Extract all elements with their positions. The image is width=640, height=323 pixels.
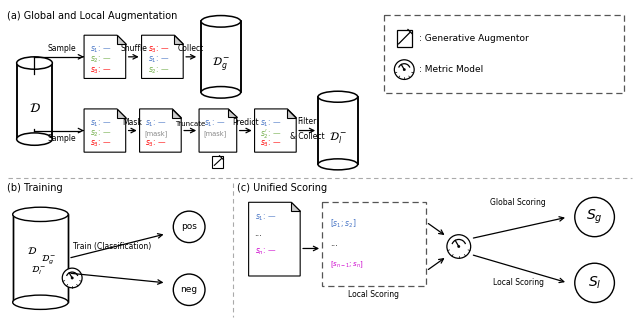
Text: Mask: Mask [123, 118, 143, 127]
Text: Collect: Collect [178, 44, 204, 53]
Text: : Generative Augmentor: : Generative Augmentor [419, 34, 529, 43]
Polygon shape [140, 109, 181, 152]
Text: $s_2$: —: $s_2$: — [90, 129, 112, 139]
Circle shape [447, 235, 470, 258]
Polygon shape [199, 109, 237, 152]
Polygon shape [117, 35, 125, 44]
Polygon shape [248, 202, 300, 276]
Text: $\mathcal{D}_l^-$: $\mathcal{D}_l^-$ [329, 130, 347, 145]
Text: Global Scoring: Global Scoring [490, 198, 546, 207]
Polygon shape [84, 35, 125, 78]
Polygon shape [141, 35, 183, 78]
Text: Truncate: Truncate [175, 120, 205, 127]
Text: Shuffle: Shuffle [120, 44, 147, 53]
Text: $s_3$: —: $s_3$: — [145, 139, 166, 149]
Polygon shape [287, 109, 296, 118]
Polygon shape [255, 109, 296, 152]
Text: $\mathcal{D}_g^-$: $\mathcal{D}_g^-$ [41, 254, 56, 267]
Ellipse shape [13, 295, 68, 309]
Text: $\mathcal{D}$: $\mathcal{D}$ [28, 245, 38, 256]
Ellipse shape [13, 207, 68, 222]
Circle shape [173, 211, 205, 243]
Polygon shape [228, 109, 237, 117]
Polygon shape [318, 97, 358, 164]
Text: pos: pos [181, 222, 197, 231]
Text: $s_2$: —: $s_2$: — [148, 65, 170, 76]
Text: Filter: Filter [298, 117, 317, 126]
Text: Predict: Predict [232, 118, 259, 127]
Text: Sample: Sample [48, 44, 77, 53]
Text: (a) Global and Local Augmentation: (a) Global and Local Augmentation [7, 11, 177, 21]
Text: neg: neg [180, 285, 198, 294]
Text: Sample: Sample [48, 134, 77, 143]
Polygon shape [117, 109, 125, 118]
Circle shape [458, 245, 460, 248]
Polygon shape [201, 21, 241, 92]
Text: $s_1$: —: $s_1$: — [255, 213, 276, 223]
Polygon shape [13, 214, 68, 302]
Circle shape [575, 263, 614, 303]
Circle shape [394, 60, 414, 79]
Text: [mask]: [mask] [204, 130, 227, 137]
Ellipse shape [201, 16, 241, 27]
Text: $S_l$: $S_l$ [588, 275, 602, 291]
Text: & Collect: & Collect [290, 131, 324, 141]
Polygon shape [291, 202, 300, 211]
Text: $s_3$: —: $s_3$: — [260, 139, 282, 149]
Text: $s_3$: —: $s_3$: — [90, 139, 112, 149]
Text: Local Scoring: Local Scoring [348, 290, 399, 299]
Text: $s_1$: —: $s_1$: — [90, 119, 112, 129]
Text: $\mathcal{D}_g^-$: $\mathcal{D}_g^-$ [212, 56, 230, 74]
Polygon shape [173, 109, 181, 118]
Circle shape [575, 197, 614, 237]
Text: $s_n$: —: $s_n$: — [255, 246, 276, 257]
Text: $s_3$: —: $s_3$: — [148, 45, 170, 55]
FancyBboxPatch shape [385, 15, 625, 93]
FancyBboxPatch shape [397, 29, 412, 47]
Text: ...: ... [255, 229, 262, 238]
Text: ...: ... [330, 239, 338, 248]
Circle shape [403, 68, 406, 71]
Polygon shape [175, 35, 183, 44]
Polygon shape [84, 109, 125, 152]
Text: $s_2$: —: $s_2$: — [90, 55, 112, 66]
Text: $s_1$: —: $s_1$: — [145, 119, 166, 129]
Text: Local Scoring: Local Scoring [493, 278, 544, 287]
Text: Train (Classification): Train (Classification) [73, 242, 151, 251]
Circle shape [62, 268, 82, 288]
Ellipse shape [318, 91, 358, 102]
Text: $s_2'$: —: $s_2'$: — [260, 127, 282, 141]
Ellipse shape [17, 57, 52, 69]
Text: $s_1$: —: $s_1$: — [260, 119, 282, 129]
Text: $\mathcal{D}_l^-$: $\mathcal{D}_l^-$ [31, 265, 46, 277]
Ellipse shape [318, 159, 358, 170]
Circle shape [71, 277, 74, 279]
Text: $\mathcal{D}$: $\mathcal{D}$ [29, 102, 40, 115]
Text: $S_g$: $S_g$ [586, 208, 603, 226]
Text: [mask]: [mask] [145, 130, 168, 137]
Polygon shape [17, 63, 52, 139]
Text: $[s_{n-1};s_n]$: $[s_{n-1};s_n]$ [330, 260, 364, 270]
Text: (c) Unified Scoring: (c) Unified Scoring [237, 182, 327, 193]
Text: (b) Training: (b) Training [7, 182, 62, 193]
FancyBboxPatch shape [212, 156, 223, 168]
Text: $s_1$: —: $s_1$: — [90, 45, 112, 55]
Ellipse shape [17, 133, 52, 145]
Ellipse shape [201, 87, 241, 98]
Text: $s_1$: —: $s_1$: — [204, 119, 225, 129]
Circle shape [173, 274, 205, 306]
Text: : Metric Model: : Metric Model [419, 65, 483, 74]
Text: $s_3$: —: $s_3$: — [90, 65, 112, 76]
FancyBboxPatch shape [322, 202, 426, 286]
Text: $s_1$: —: $s_1$: — [148, 55, 170, 66]
Text: $[s_1;s_2]$: $[s_1;s_2]$ [330, 218, 356, 230]
